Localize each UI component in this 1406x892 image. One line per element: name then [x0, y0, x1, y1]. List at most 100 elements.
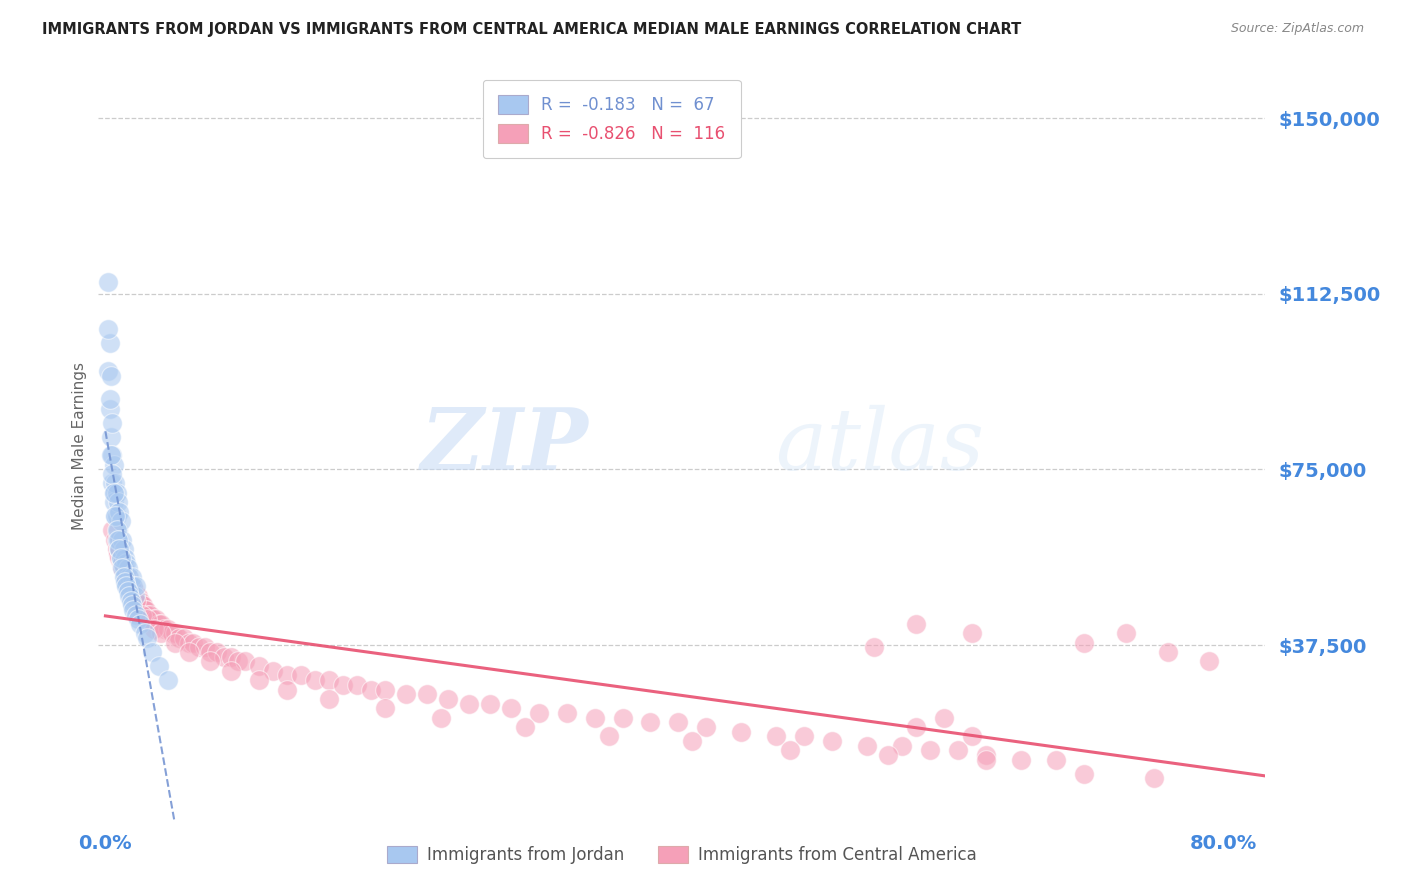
Point	[112, 561, 135, 575]
Point	[856, 739, 879, 753]
Text: IMMIGRANTS FROM JORDAN VS IMMIGRANTS FROM CENTRAL AMERICA MEDIAN MALE EARNINGS C: IMMIGRANTS FROM JORDAN VS IMMIGRANTS FRO…	[42, 22, 1021, 37]
Point	[100, 430, 122, 444]
Point	[219, 649, 242, 664]
Point	[114, 566, 136, 580]
Point	[127, 612, 149, 626]
Point	[111, 556, 134, 570]
Point	[136, 612, 159, 626]
Point	[103, 485, 125, 500]
Point	[430, 710, 453, 724]
Point	[695, 720, 717, 734]
Point	[120, 580, 142, 594]
Point	[108, 533, 131, 547]
Point	[117, 570, 139, 584]
Point	[205, 645, 228, 659]
Point	[1045, 753, 1067, 767]
Point	[98, 401, 121, 416]
Point	[233, 655, 256, 669]
Point	[730, 724, 752, 739]
Point	[141, 645, 163, 659]
Point	[918, 743, 941, 757]
Point	[98, 336, 121, 351]
Point	[131, 599, 153, 613]
Point	[124, 584, 146, 599]
Point	[122, 603, 145, 617]
Point	[103, 495, 125, 509]
Point	[125, 593, 148, 607]
Point	[105, 509, 128, 524]
Point	[108, 542, 131, 557]
Point	[157, 622, 180, 636]
Point	[104, 533, 127, 547]
Point	[457, 697, 479, 711]
Point	[121, 570, 143, 584]
Point	[318, 692, 340, 706]
Point	[946, 743, 969, 757]
Point	[145, 612, 167, 626]
Point	[120, 593, 142, 607]
Point	[360, 682, 382, 697]
Point	[779, 743, 801, 757]
Point	[142, 612, 165, 626]
Text: atlas: atlas	[775, 405, 984, 487]
Point	[107, 523, 129, 537]
Point	[121, 599, 143, 613]
Point	[101, 416, 124, 430]
Point	[100, 368, 122, 383]
Point	[162, 626, 184, 640]
Point	[1142, 772, 1164, 786]
Point	[117, 584, 139, 599]
Point	[527, 706, 550, 720]
Point	[114, 551, 136, 566]
Point	[793, 730, 815, 744]
Point	[157, 673, 180, 688]
Point	[153, 622, 176, 636]
Point	[97, 275, 120, 289]
Point	[247, 673, 270, 688]
Point	[110, 556, 132, 570]
Point	[107, 533, 129, 547]
Point	[117, 580, 139, 594]
Point	[960, 626, 983, 640]
Point	[125, 580, 148, 594]
Point	[125, 589, 148, 603]
Point	[668, 715, 690, 730]
Point	[135, 603, 157, 617]
Point	[108, 505, 131, 519]
Point	[877, 747, 900, 762]
Point	[118, 570, 141, 584]
Point	[165, 626, 187, 640]
Point	[117, 561, 139, 575]
Legend: Immigrants from Jordan, Immigrants from Central America: Immigrants from Jordan, Immigrants from …	[378, 838, 986, 872]
Point	[583, 710, 606, 724]
Point	[97, 364, 120, 378]
Point	[101, 476, 124, 491]
Point	[974, 747, 997, 762]
Point	[821, 734, 844, 748]
Point	[105, 523, 128, 537]
Point	[120, 580, 142, 594]
Point	[148, 617, 170, 632]
Point	[374, 682, 396, 697]
Point	[136, 631, 159, 645]
Point	[143, 622, 166, 636]
Point	[148, 659, 170, 673]
Point	[1073, 635, 1095, 649]
Point	[97, 322, 120, 336]
Point	[226, 655, 249, 669]
Point	[318, 673, 340, 688]
Point	[598, 730, 620, 744]
Point	[115, 556, 138, 570]
Point	[132, 599, 155, 613]
Point	[276, 682, 298, 697]
Point	[555, 706, 578, 720]
Point	[974, 753, 997, 767]
Point	[1115, 626, 1137, 640]
Point	[513, 720, 536, 734]
Point	[118, 589, 141, 603]
Point	[100, 449, 122, 463]
Point	[165, 635, 187, 649]
Point	[112, 561, 135, 575]
Point	[200, 645, 222, 659]
Point	[108, 551, 131, 566]
